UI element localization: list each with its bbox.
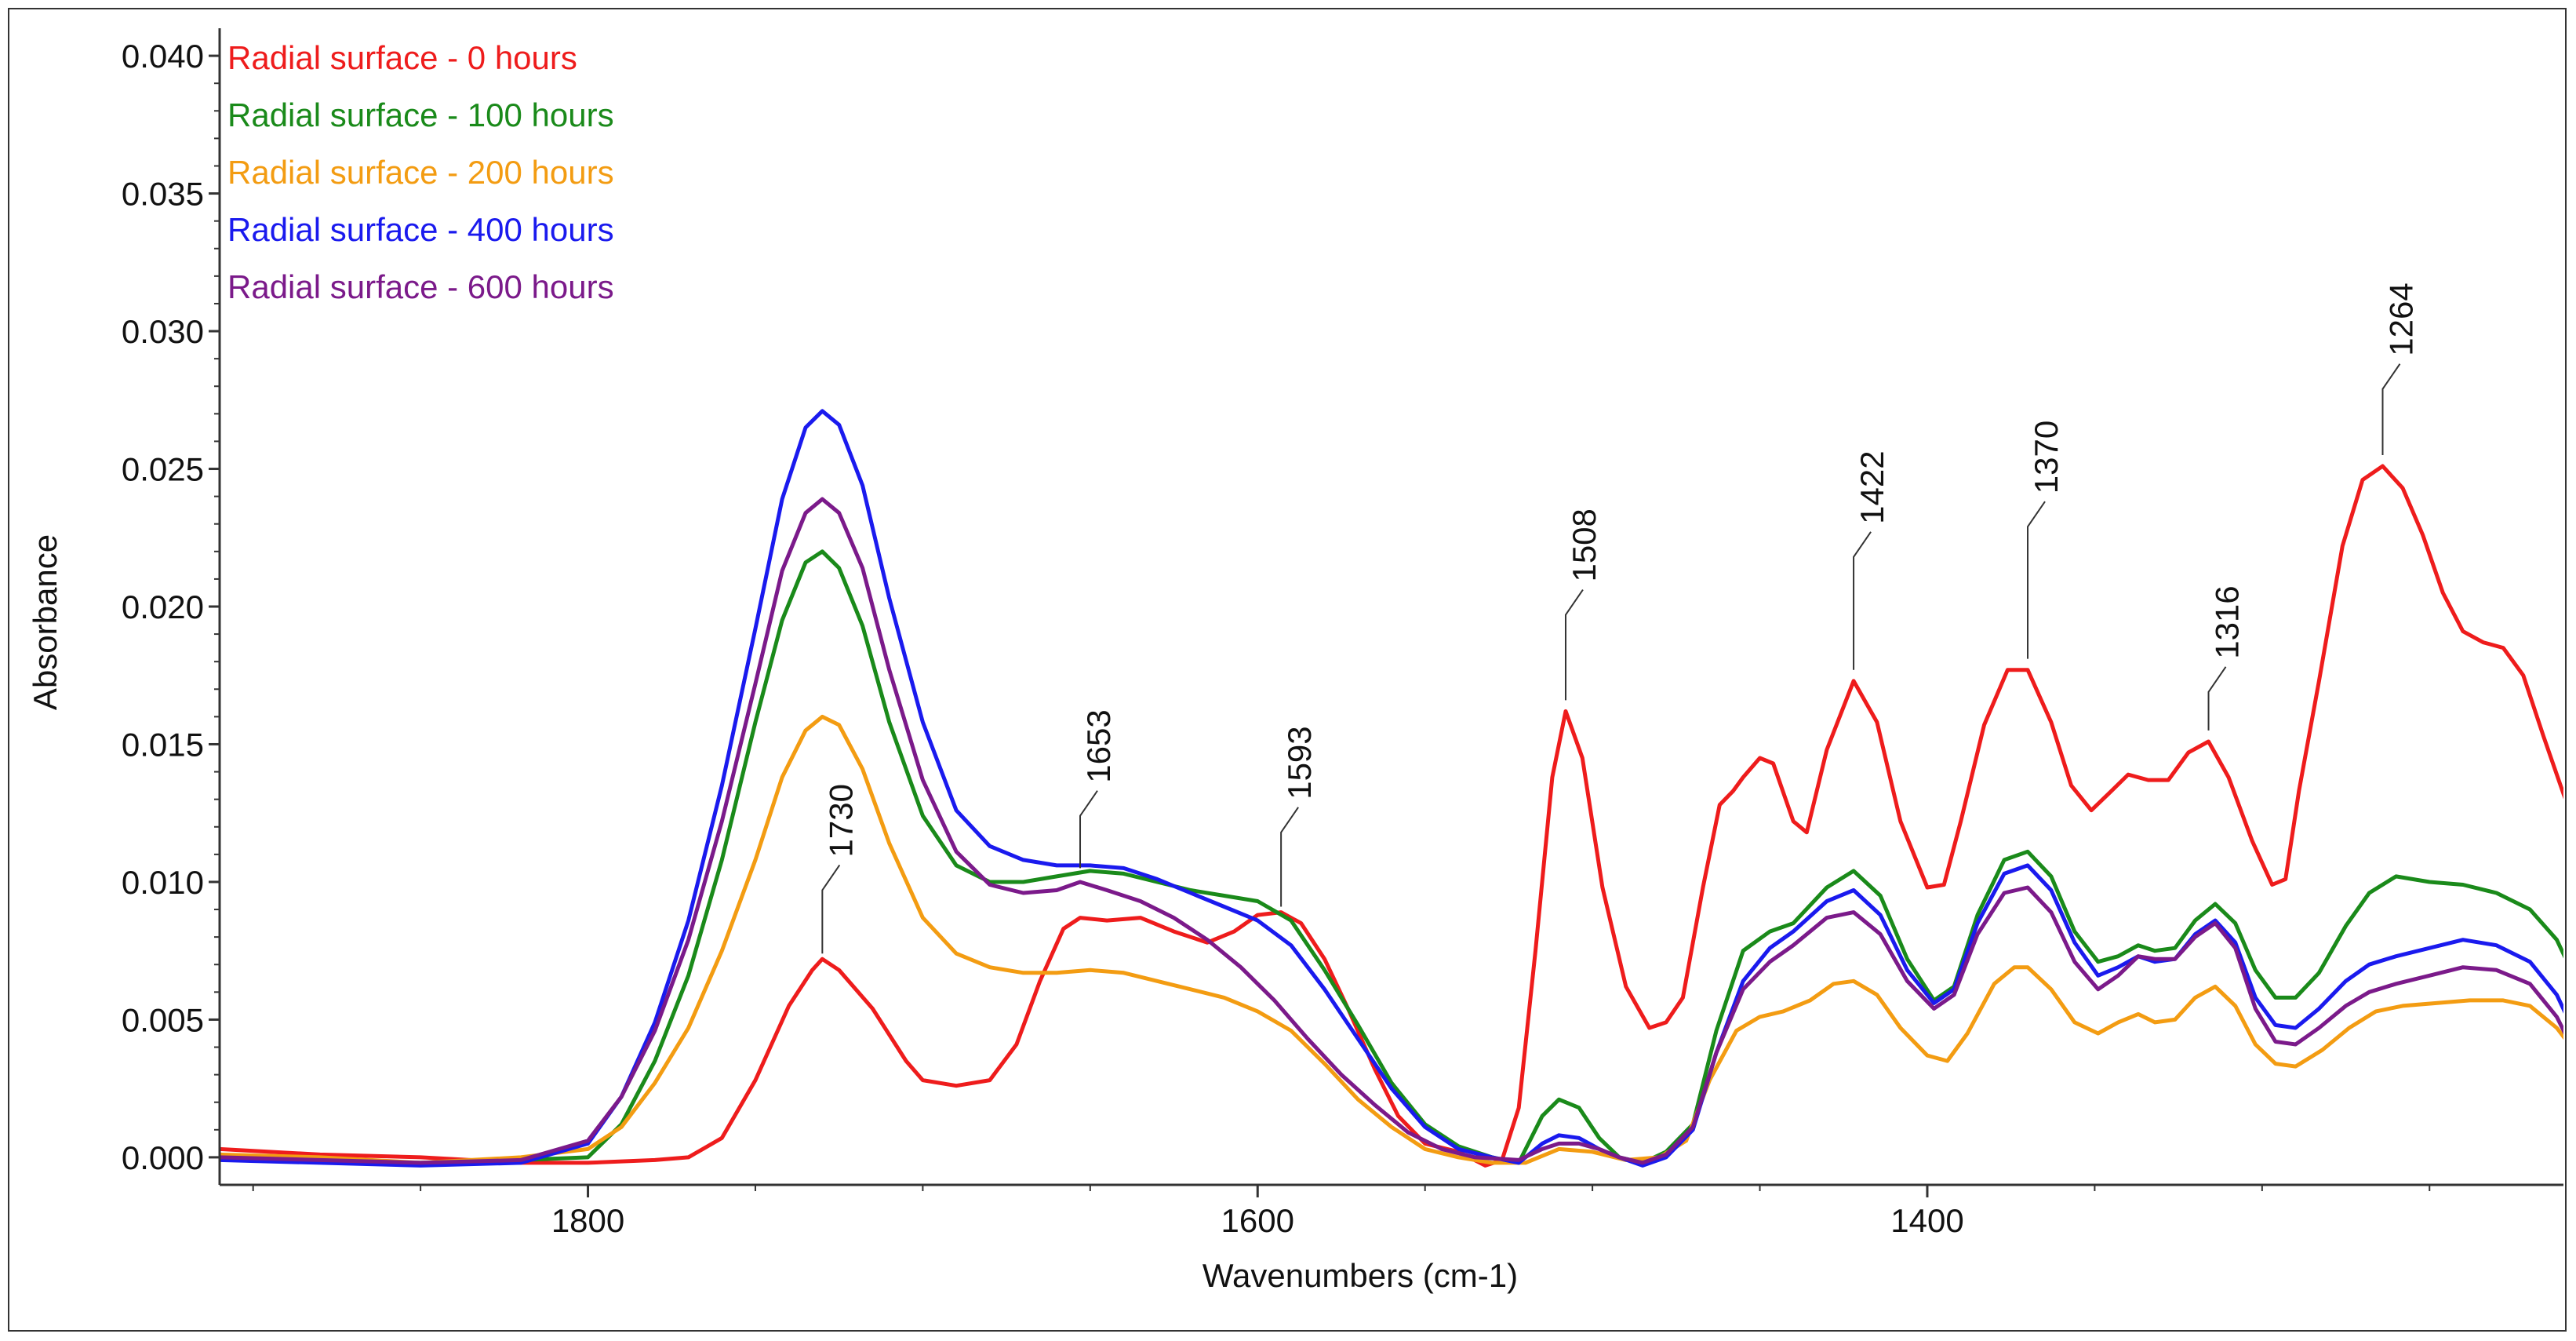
y-tick-label: 0.015	[122, 726, 204, 763]
peak-leader-line	[1280, 807, 1299, 907]
legend-entry: Radial surface - 400 hours	[227, 211, 614, 248]
legend: Radial surface - 0 hours Radial surface -…	[227, 39, 614, 305]
peak-label: 1653	[1080, 709, 1117, 782]
peak-leader-line	[821, 864, 841, 954]
peak-leader-line	[1079, 790, 1098, 869]
y-tick-label: 0.025	[122, 451, 204, 488]
y-tick-label: 0.000	[122, 1139, 204, 1176]
y-tick-label: 0.005	[122, 1001, 204, 1038]
peak-leader-line	[1564, 589, 1584, 701]
legend-entry: Radial surface - 200 hours	[227, 154, 614, 191]
series-group	[220, 409, 2563, 1168]
peak-label: 1730	[822, 784, 859, 857]
series-line-radial-surface-200-hours	[220, 714, 2563, 1165]
peak-label: 1316	[2209, 585, 2246, 658]
y-tick-label: 0.010	[122, 864, 204, 901]
peak-label: 1422	[1854, 450, 1890, 523]
peak-label: 1264	[2382, 282, 2419, 355]
peak-label: 1508	[1566, 508, 1603, 581]
peak-label: 1593	[1281, 726, 1318, 799]
peak-leader-line	[1853, 531, 1872, 670]
x-axis-title: Wavenumbers (cm-1)	[1202, 1257, 1518, 1294]
legend-entry: Radial surface - 600 hours	[227, 268, 614, 305]
y-tick-label: 0.040	[122, 38, 204, 75]
series-line-radial-surface-100-hours	[220, 549, 2563, 1165]
tick-group: 0.000 0.005 0.010 0.015 0.020 0.025 0.030 0.035…	[122, 38, 2431, 1239]
legend-entry: Radial surface - 100 hours	[227, 97, 614, 133]
peak-leader-line	[2381, 363, 2401, 455]
y-tick-label: 0.035	[122, 176, 204, 213]
y-tick-label: 0.030	[122, 313, 204, 350]
y-axis-title: Absorbance	[27, 534, 64, 710]
x-tick-label: 1400	[1890, 1202, 1963, 1239]
series-line-radial-surface-600-hours	[220, 497, 2563, 1165]
series-line-radial-surface-0-hours	[220, 464, 2563, 1168]
annotation-group: 1730 1653 1593 1508 1422 1370 1316 1264	[821, 282, 2419, 954]
y-tick-label: 0.020	[122, 589, 204, 625]
peak-label: 1370	[2028, 421, 2065, 494]
series-line-radial-surface-400-hours	[220, 409, 2563, 1168]
peak-leader-line	[2027, 501, 2046, 659]
x-tick-label: 1800	[551, 1202, 624, 1239]
chart-frame: 1730 1653 1593 1508 1422 1370 1316 1264 0.000 0.…	[8, 8, 2567, 1332]
peak-leader-line	[2207, 666, 2227, 731]
x-tick-label: 1600	[1221, 1202, 1294, 1239]
legend-entry: Radial surface - 0 hours	[227, 39, 577, 76]
